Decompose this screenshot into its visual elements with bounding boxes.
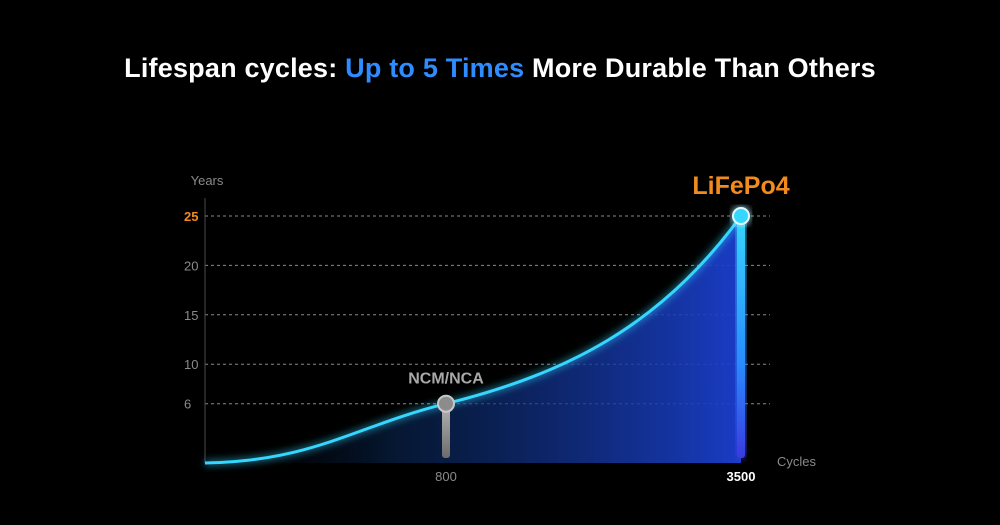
x-tick-label: 3500 [727,469,756,484]
x-axis-title: Cycles [777,454,817,469]
y-tick-label: 25 [184,209,198,224]
lifepo4-marker-bar [737,216,745,458]
lifepo4-data-point [732,207,750,225]
ncm-label: NCM/NCA [408,371,484,388]
page-title: Lifespan cycles: Up to 5 Times More Dura… [0,53,1000,84]
y-tick-labels: 6 10 15 20 25 [184,209,198,412]
title-prefix: Lifespan cycles: [124,53,346,83]
ncm-marker-bar [442,403,450,458]
y-tick-label: 10 [184,357,198,372]
ncm-data-point [437,394,455,413]
title-suffix: More Durable Than Others [524,53,876,83]
x-tick-label: 800 [435,469,457,484]
y-tick-label: 20 [184,258,198,273]
y-tick-label: 15 [184,308,198,323]
area-fill [205,216,741,463]
lifespan-curve [204,215,743,465]
x-tick-labels: 800 3500 [435,469,755,484]
y-tick-label: 6 [184,397,191,412]
title-highlight: Up to 5 Times [345,53,525,83]
y-axis-title: Years [191,173,224,188]
lifepo4-label: LiFePo4 [692,172,789,200]
